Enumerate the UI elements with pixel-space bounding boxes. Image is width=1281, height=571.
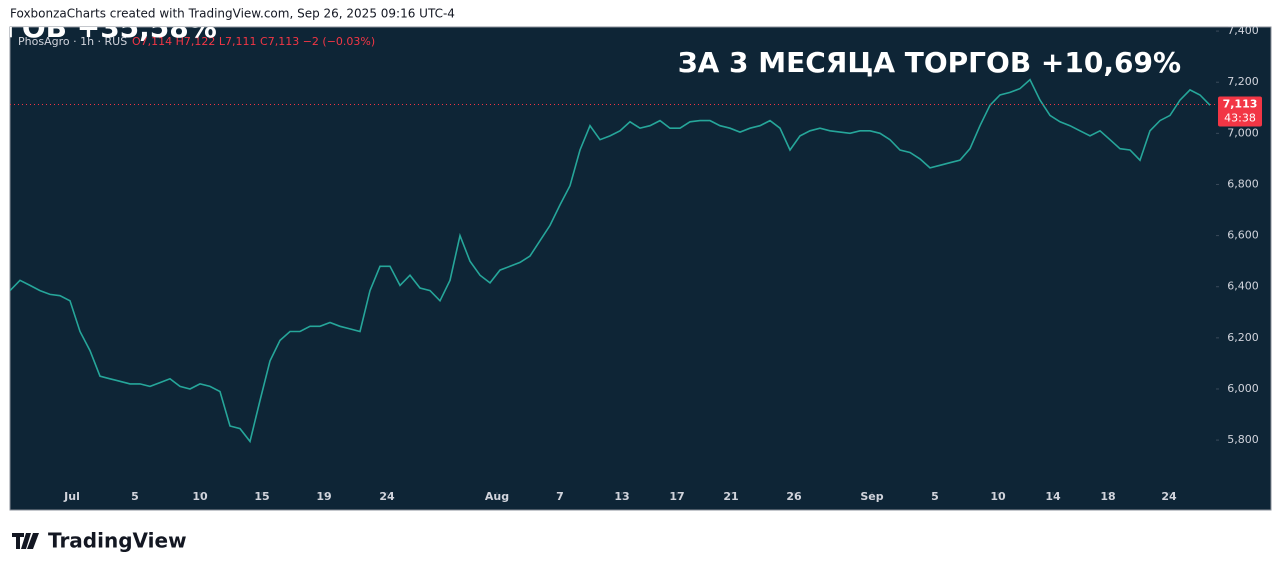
x-tick-label: 18	[1100, 490, 1115, 503]
y-tick-label: 7,400	[1227, 24, 1259, 37]
annotation: ЗА 3 МЕСЯЦА ТОРГОВ +10,69%	[678, 46, 1181, 79]
last-price-tag	[1218, 96, 1262, 127]
y-tick-label: 7,200	[1227, 75, 1259, 88]
y-tick-label: 6,400	[1227, 280, 1259, 293]
x-tick-label: 10	[192, 490, 208, 503]
y-tick-label: 6,200	[1227, 331, 1259, 344]
legend-symbol: PhosAgro · 1h · RUS	[18, 35, 127, 48]
countdown-label: 43:38	[1224, 111, 1256, 124]
x-tick-label: 19	[316, 490, 331, 503]
x-tick-label: 13	[614, 490, 629, 503]
y-tick-label: 6,000	[1227, 382, 1259, 395]
price-line	[10, 78, 1211, 444]
y-tick-label: 6,600	[1227, 229, 1259, 242]
plot-area: PhosAgro · 1h · RUS O7,114 H7,122 L7,111 …	[4, 11, 1215, 444]
x-tick-label: 7	[556, 490, 564, 503]
x-tick-label: 15	[254, 490, 269, 503]
tradingview-logo: TradingView	[12, 529, 187, 553]
x-tick-label: Jul	[63, 490, 80, 503]
x-tick-label: 5	[131, 490, 139, 503]
y-tick-label: 7,000	[1227, 126, 1259, 139]
header-text: FoxbonzaCharts created with TradingView.…	[10, 7, 455, 21]
x-tick-label: 17	[669, 490, 684, 503]
x-tick-label: 10	[990, 490, 1006, 503]
logo-text: TradingView	[48, 529, 187, 553]
legend-ohlc: O7,114 H7,122 L7,111 C7,113 −2 (−0.03%)	[132, 35, 375, 48]
x-tick-label: 24	[379, 490, 395, 503]
x-tick-label: 24	[1161, 490, 1177, 503]
logo-icon	[12, 533, 39, 549]
chart-panel	[9, 26, 1272, 511]
annotation-cut: ГОВ +35,58%	[4, 11, 217, 44]
last-price-label: 7,113	[1223, 97, 1258, 110]
x-tick-label: 26	[786, 490, 802, 503]
x-tick-label: 21	[723, 490, 738, 503]
y-tick-label: 6,800	[1227, 177, 1259, 190]
x-tick-label: 14	[1045, 490, 1061, 503]
y-tick-label: 5,800	[1227, 433, 1259, 446]
x-tick-label: 5	[931, 490, 939, 503]
x-tick-label: Sep	[860, 490, 883, 503]
x-tick-label: Aug	[485, 490, 509, 503]
